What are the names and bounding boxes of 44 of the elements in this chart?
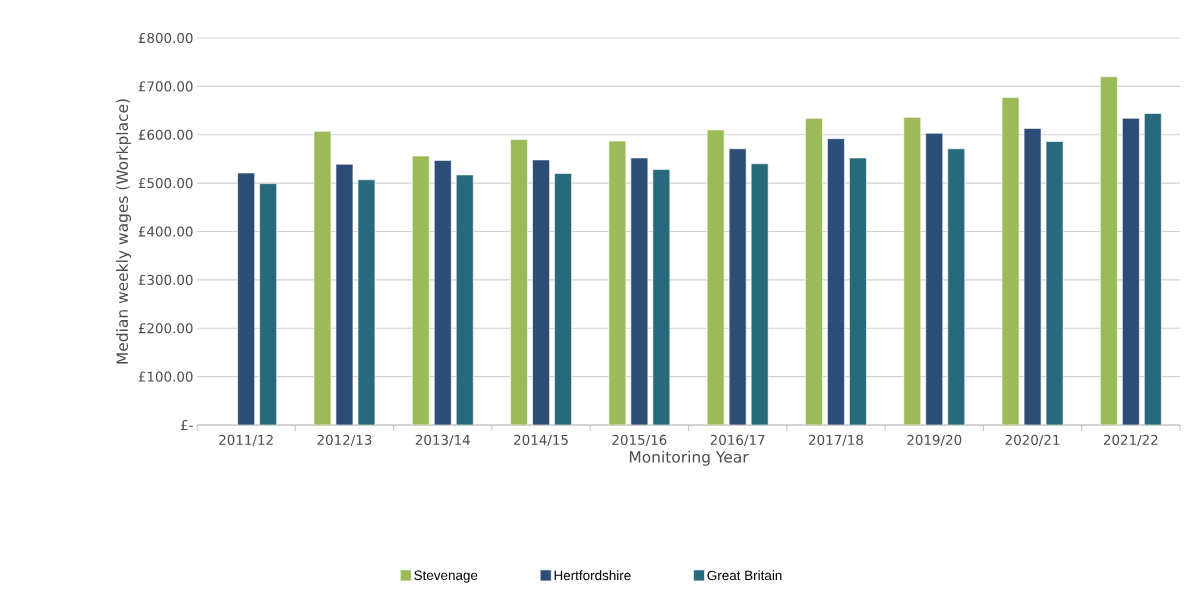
x-tick-label: 2017/18 <box>809 434 863 446</box>
y-tick-label: £100.00 <box>138 371 193 382</box>
bar <box>849 157 867 425</box>
x-axis-title: Monitoring Year <box>629 450 749 466</box>
x-tick-label: 2013/14 <box>415 434 470 446</box>
bar <box>1100 76 1118 425</box>
x-tick-label: 2014/15 <box>514 434 568 446</box>
legend-label: Stevenage <box>414 570 478 583</box>
y-tick-label: £600.00 <box>138 129 193 140</box>
y-axis-title: Median weekly wages (Workplace) <box>116 99 132 364</box>
bar <box>411 155 430 425</box>
x-tick-label: 2016/17 <box>710 434 765 446</box>
bar <box>532 159 550 425</box>
bar <box>728 148 747 425</box>
y-tick-label: £200.00 <box>138 323 193 334</box>
bar <box>947 148 966 425</box>
y-tick-label: £400.00 <box>138 226 193 237</box>
bar <box>1144 113 1162 425</box>
y-tick-label: £500.00 <box>138 178 193 189</box>
bar <box>827 138 845 425</box>
x-tick-label: 2011/12 <box>219 434 273 446</box>
bar <box>750 163 769 425</box>
bar <box>510 139 528 425</box>
y-tick-label: £700.00 <box>138 81 193 92</box>
bar <box>1122 118 1140 425</box>
bar <box>805 118 823 425</box>
bar <box>259 183 277 425</box>
x-tick-label: 2020/21 <box>1005 434 1060 446</box>
bar <box>903 117 922 425</box>
bar <box>706 129 725 425</box>
legend-label: Great Britain <box>707 570 782 581</box>
legend-label: Hertfordshire <box>554 570 631 581</box>
bar <box>554 173 572 425</box>
bar <box>455 174 474 425</box>
bar <box>237 172 255 425</box>
x-tick-label: 2015/16 <box>612 434 667 446</box>
x-tick-label: 2019/20 <box>907 434 962 446</box>
x-tick-label: 2021/22 <box>1103 434 1158 446</box>
y-tick-label: £300.00 <box>138 274 193 285</box>
bar <box>925 133 944 425</box>
y-tick-label: £- <box>180 420 193 430</box>
y-tick-label: £800.00 <box>138 32 193 44</box>
x-tick-label: 2012/13 <box>317 434 372 446</box>
bar <box>433 160 452 425</box>
